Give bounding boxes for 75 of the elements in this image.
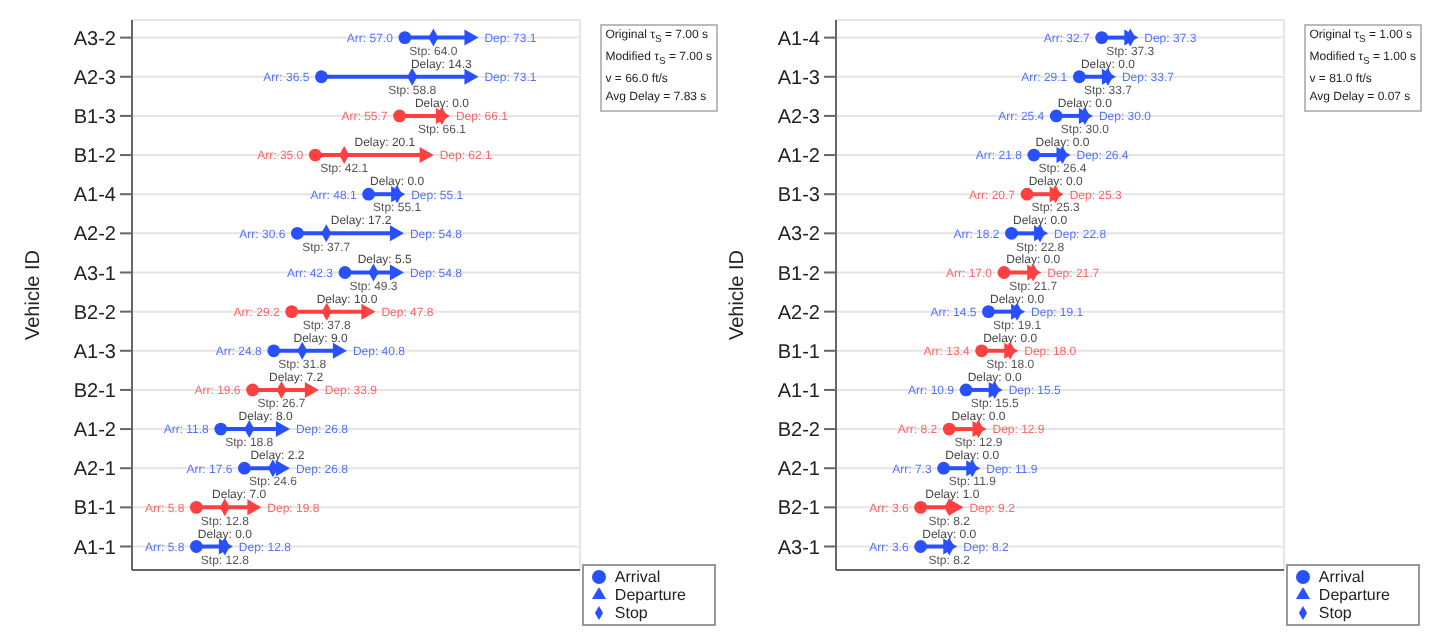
y-axis-title: Vehicle ID — [23, 249, 46, 341]
point — [393, 109, 406, 123]
point — [189, 540, 203, 553]
y-tick-label: B2-2 — [777, 420, 821, 443]
point — [1020, 187, 1034, 201]
y-tick-label: A3-2 — [777, 224, 821, 247]
y-tick-label: A3-1 — [73, 263, 117, 286]
point — [290, 226, 304, 240]
y-tick-label: A1-1 — [777, 381, 821, 404]
legend-label: Arrival — [1318, 568, 1365, 586]
y-tick-label: A2-3 — [73, 67, 117, 90]
point — [1095, 31, 1109, 45]
point — [949, 499, 964, 516]
point — [982, 305, 995, 319]
y-tick-label: A1-3 — [777, 67, 821, 90]
point — [1005, 226, 1018, 240]
point — [362, 187, 376, 201]
y-tick-label: A1-4 — [777, 28, 821, 51]
y-tick-label: A3-1 — [777, 537, 821, 560]
point — [214, 422, 228, 436]
point — [959, 383, 973, 397]
point — [942, 422, 956, 436]
y-tick-label: B1-1 — [73, 498, 117, 521]
point — [246, 383, 259, 397]
point — [1049, 109, 1063, 123]
point — [338, 266, 352, 279]
y-tick-label: A1-2 — [73, 420, 117, 443]
y-tick-label: A1-1 — [73, 537, 117, 560]
point — [267, 344, 281, 358]
y-tick-label: A2-1 — [73, 459, 117, 482]
y-tick-label: A1-3 — [73, 341, 117, 364]
y-tick-label: B1-2 — [777, 263, 821, 286]
y-tick-label: B2-1 — [73, 381, 117, 404]
point — [1072, 70, 1086, 84]
point — [1027, 148, 1041, 162]
point — [275, 421, 290, 438]
point — [361, 303, 376, 320]
point — [389, 264, 404, 281]
point — [389, 225, 404, 242]
point — [189, 500, 203, 514]
point — [304, 381, 319, 398]
y-tick-label: B2-1 — [777, 498, 821, 521]
point — [464, 29, 479, 46]
y-tick-label: A2-3 — [777, 107, 821, 130]
y-tick-label: B1-3 — [777, 185, 821, 208]
y-tick-label: B1-1 — [777, 341, 821, 364]
y-tick-label: A2-1 — [777, 459, 821, 482]
y-tick-label: A3-2 — [73, 28, 117, 51]
point — [398, 31, 412, 45]
point — [332, 342, 347, 359]
y-tick-label: B1-3 — [73, 107, 117, 130]
legend-label: Stop — [1318, 604, 1352, 622]
point — [285, 305, 299, 319]
point — [238, 461, 251, 475]
point — [975, 344, 988, 358]
y-tick-label: A2-2 — [777, 302, 821, 325]
point — [308, 148, 322, 162]
legend-label: Departure — [1318, 586, 1390, 604]
point — [914, 540, 928, 553]
point — [419, 147, 434, 164]
y-axis-title: Vehicle ID — [727, 249, 750, 341]
point — [314, 70, 328, 84]
y-tick-label: B1-2 — [73, 146, 117, 169]
legend-label: Stop — [614, 604, 648, 622]
y-tick-label: A2-2 — [73, 224, 117, 247]
legend-label: Departure — [614, 586, 686, 604]
y-tick-label: A1-4 — [73, 185, 117, 208]
point — [914, 500, 928, 514]
point — [247, 499, 262, 516]
legend-label: Arrival — [614, 568, 661, 586]
point — [464, 68, 479, 85]
y-tick-label: B2-2 — [73, 302, 117, 325]
point — [937, 461, 951, 475]
point — [997, 266, 1011, 279]
y-tick-label: A1-2 — [777, 146, 821, 169]
